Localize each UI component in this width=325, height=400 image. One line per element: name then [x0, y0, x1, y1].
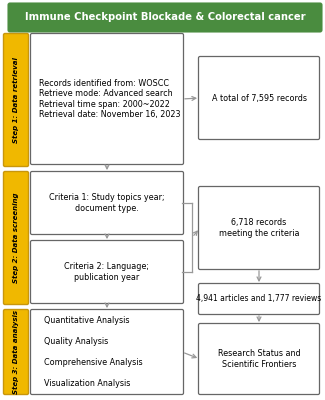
Text: 6,718 records
meeting the criteria: 6,718 records meeting the criteria [219, 218, 299, 238]
FancyBboxPatch shape [8, 4, 321, 32]
Text: Immune Checkpoint Blockade & Colorectal cancer: Immune Checkpoint Blockade & Colorectal … [25, 12, 305, 22]
FancyBboxPatch shape [4, 172, 29, 304]
FancyBboxPatch shape [4, 34, 29, 166]
FancyBboxPatch shape [31, 34, 184, 164]
Text: Quantitative Analysis

Quality Analysis

Comprehensive Analysis

Visualization A: Quantitative Analysis Quality Analysis C… [44, 316, 143, 388]
FancyBboxPatch shape [199, 186, 319, 270]
Text: A total of 7,595 records: A total of 7,595 records [212, 94, 306, 102]
FancyBboxPatch shape [4, 310, 29, 394]
FancyBboxPatch shape [31, 172, 184, 234]
Text: Records identified from: WOSCC
Retrieve mode: Advanced search
Retrieval time spa: Records identified from: WOSCC Retrieve … [39, 79, 180, 119]
Text: Step 2: Data screening: Step 2: Data screening [13, 193, 19, 283]
Text: Research Status and
Scientific Frontiers: Research Status and Scientific Frontiers [218, 349, 300, 369]
Text: Step 3: Data analysis: Step 3: Data analysis [13, 310, 19, 394]
Text: Step 1: Data retrieval: Step 1: Data retrieval [13, 57, 19, 143]
Text: Criteria 2: Language;
publication year: Criteria 2: Language; publication year [64, 262, 150, 282]
FancyBboxPatch shape [31, 310, 184, 394]
FancyBboxPatch shape [199, 56, 319, 140]
FancyBboxPatch shape [199, 324, 319, 394]
Text: 4,941 articles and 1,777 reviews: 4,941 articles and 1,777 reviews [196, 294, 322, 304]
FancyBboxPatch shape [199, 284, 319, 314]
Text: Criteria 1: Study topics year;
document type.: Criteria 1: Study topics year; document … [49, 193, 165, 213]
FancyBboxPatch shape [31, 240, 184, 304]
